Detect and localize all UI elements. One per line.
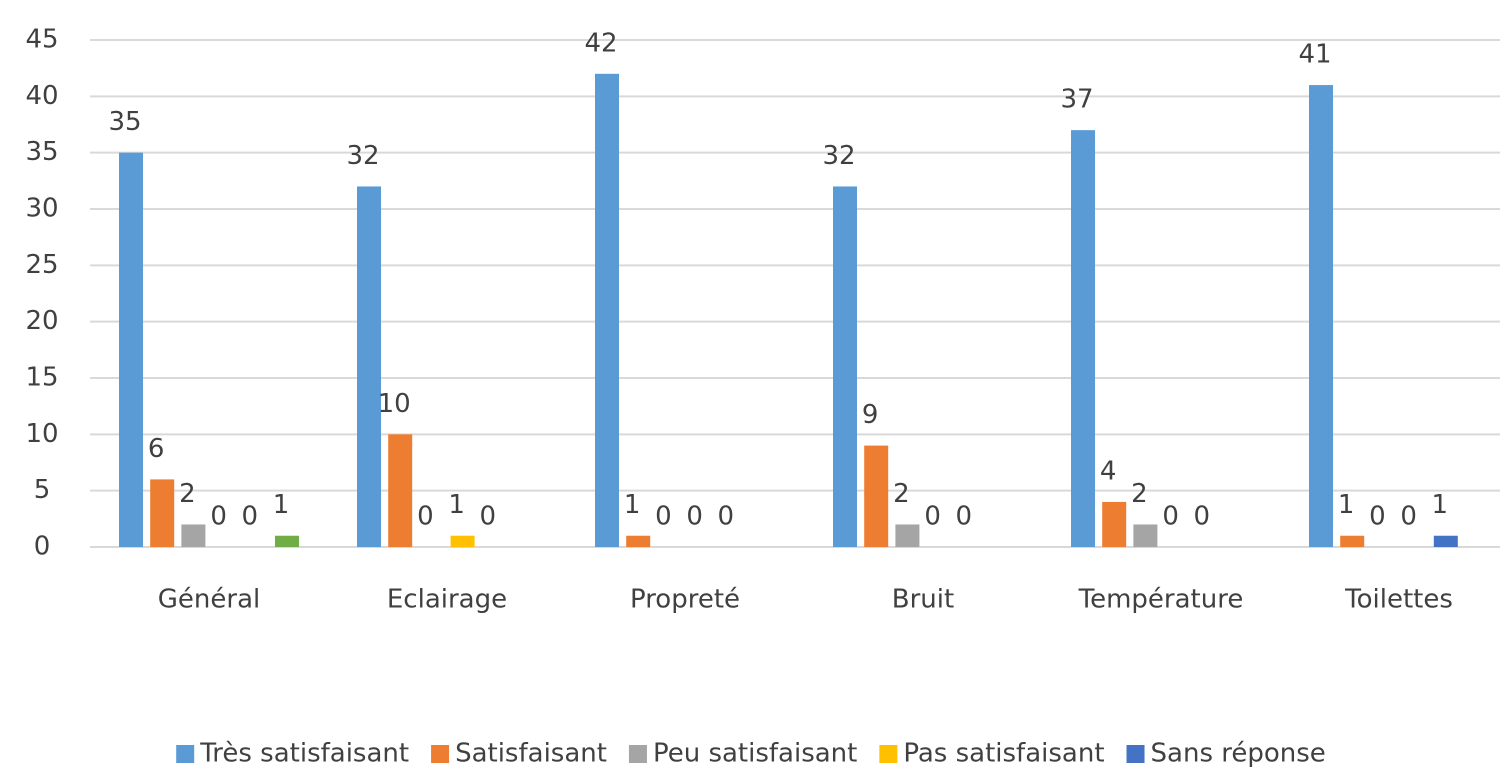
data-label: 0 <box>1162 502 1179 532</box>
data-label: 2 <box>1131 479 1148 509</box>
data-label: 32 <box>822 141 855 171</box>
legend-swatch <box>431 745 450 763</box>
y-tick-label: 35 <box>25 137 58 167</box>
legend-label: Peu satisfaisant <box>653 739 857 769</box>
data-label: 37 <box>1060 85 1093 115</box>
data-label: 41 <box>1298 40 1331 70</box>
data-label: 0 <box>210 502 227 532</box>
x-tick-label: Eclairage <box>387 585 507 615</box>
data-label: 0 <box>1194 502 1211 532</box>
bar <box>119 152 143 547</box>
data-label: 1 <box>448 490 465 520</box>
legend-label: Sans réponse <box>1151 739 1326 769</box>
data-label: 2 <box>179 479 196 509</box>
data-label: 32 <box>346 141 379 171</box>
y-tick-label: 10 <box>25 419 58 449</box>
data-label: 0 <box>718 502 735 532</box>
data-label: 6 <box>148 434 165 464</box>
data-label: 1 <box>624 490 641 520</box>
legend-swatch <box>628 745 647 763</box>
data-label: 35 <box>108 107 141 137</box>
y-tick-label: 15 <box>25 363 58 393</box>
data-label: 0 <box>924 502 941 532</box>
data-label: 42 <box>584 28 617 58</box>
legend-label: Satisfaisant <box>455 739 607 769</box>
data-label: 0 <box>242 502 259 532</box>
bar <box>626 535 651 547</box>
bar <box>864 445 889 547</box>
data-label: 4 <box>1100 456 1117 486</box>
bar <box>450 535 475 547</box>
data-label: 0 <box>1369 502 1386 532</box>
x-tick-label: Général <box>158 585 260 615</box>
bar <box>833 186 857 547</box>
data-label: 0 <box>655 502 672 532</box>
y-tick-label: 40 <box>25 81 58 111</box>
y-tick-label: 0 <box>34 532 51 562</box>
legend-swatch <box>879 745 898 763</box>
bar <box>275 535 299 547</box>
bar <box>595 73 619 548</box>
bar <box>150 479 175 547</box>
data-label: 0 <box>417 502 434 532</box>
y-tick-label: 30 <box>25 194 58 224</box>
y-tick-label: 20 <box>25 306 58 336</box>
y-tick-label: 25 <box>25 250 58 280</box>
legend-label: Très satisfaisant <box>199 739 409 769</box>
x-tick-label: Bruit <box>892 585 954 615</box>
bar <box>1071 130 1095 547</box>
bar <box>1133 524 1158 547</box>
bar <box>1340 535 1365 547</box>
bar <box>181 524 206 547</box>
data-label: 1 <box>1432 490 1449 520</box>
legend-swatch <box>1126 745 1145 763</box>
bar <box>1102 501 1127 547</box>
bar <box>895 524 920 547</box>
bar <box>1433 535 1458 547</box>
x-tick-label: Toilettes <box>1344 585 1453 615</box>
legend-label: Pas satisfaisant <box>903 739 1104 769</box>
legend-swatch <box>176 745 195 763</box>
data-label: 9 <box>862 400 879 430</box>
bar <box>357 186 381 547</box>
data-label: 0 <box>956 502 973 532</box>
y-tick-label: 45 <box>25 25 58 55</box>
data-label: 0 <box>686 502 703 532</box>
data-label: 0 <box>1400 502 1417 532</box>
data-label: 10 <box>378 389 411 419</box>
data-label: 1 <box>273 490 290 520</box>
data-label: 0 <box>480 502 497 532</box>
data-label: 1 <box>1338 490 1355 520</box>
data-label: 2 <box>893 479 910 509</box>
bar <box>1309 85 1333 548</box>
x-tick-label: Propreté <box>630 585 740 615</box>
x-tick-label: Température <box>1078 585 1244 615</box>
bar <box>388 434 413 547</box>
y-tick-label: 5 <box>34 475 51 505</box>
